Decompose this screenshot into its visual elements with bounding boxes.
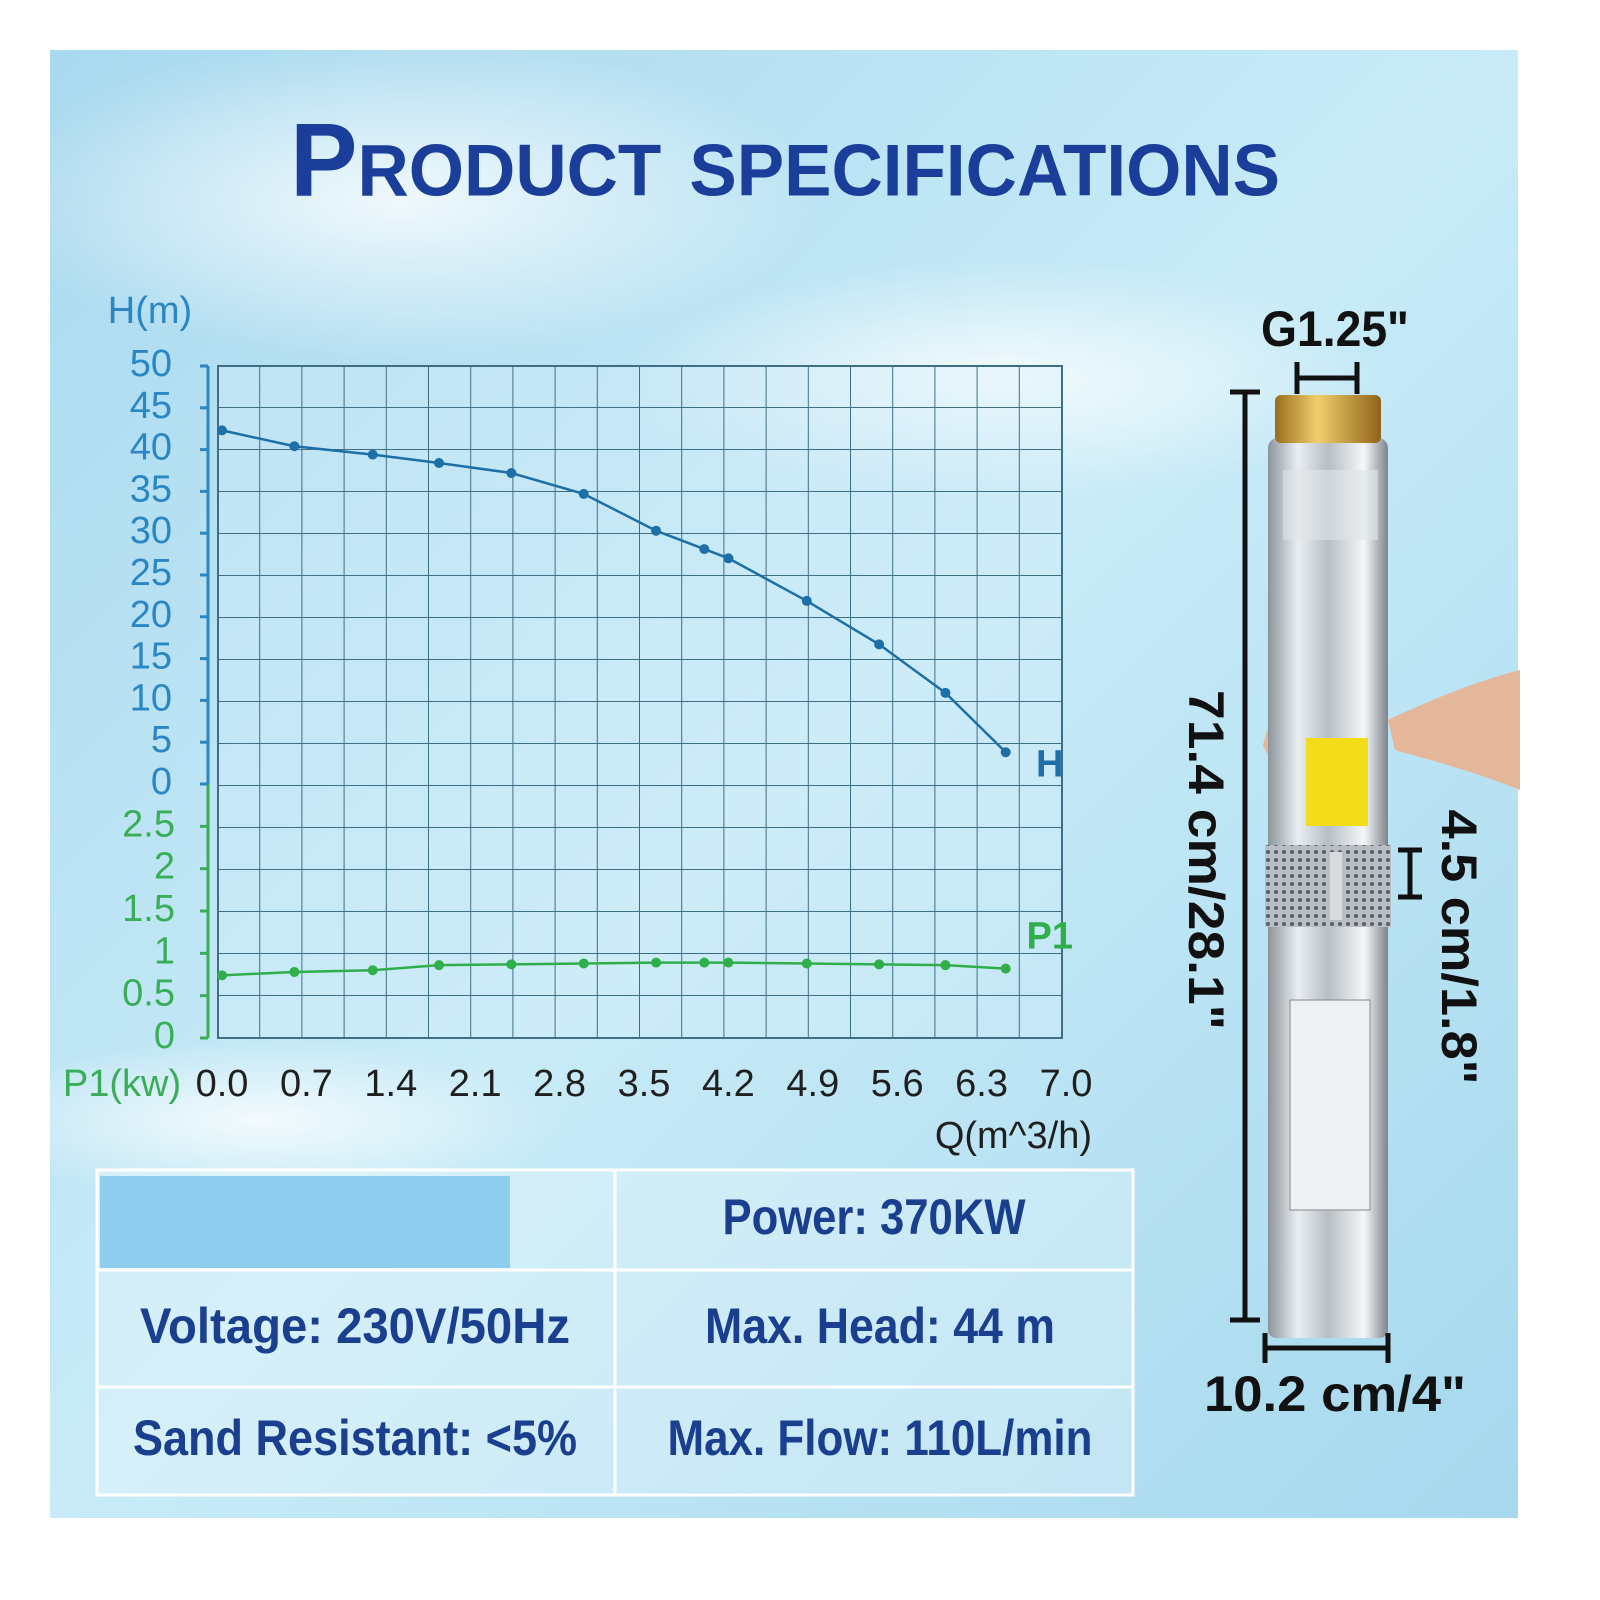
- y2-tick-label: 2.5: [122, 803, 175, 845]
- pump-illustration: [1263, 395, 1520, 1338]
- data-point: [578, 488, 589, 499]
- motor-label: [1289, 999, 1371, 1211]
- x-tick-label: 4.2: [702, 1063, 755, 1105]
- x-tick-label: 2.1: [449, 1063, 502, 1105]
- data-point: [874, 959, 885, 970]
- table-cell: Voltage: 230V/50Hz: [140, 1298, 570, 1354]
- pump-intake: [1265, 845, 1391, 927]
- x-tick-label: 0.0: [196, 1063, 249, 1105]
- intake-height: 4.5 cm/1.8": [1431, 810, 1487, 1085]
- data-point: [940, 687, 951, 698]
- chart: H(m) P1(kw) Q(m^3/h) 0510152025303540455…: [63, 290, 1093, 1157]
- data-point: [434, 457, 445, 468]
- y-tick-label: 5: [151, 719, 172, 761]
- y-tick-label: 40: [130, 427, 172, 469]
- y-tick-label: 0: [151, 761, 172, 803]
- cable-guard: [1330, 852, 1342, 920]
- y-axis-label: H(m): [108, 290, 192, 332]
- dimension-line: [1294, 362, 1360, 394]
- dimension-line: [1262, 1333, 1391, 1363]
- table-cell: Max. Flow: 110L/min: [668, 1410, 1093, 1466]
- data-point: [940, 960, 951, 971]
- x-tick-label: 6.3: [955, 1063, 1008, 1105]
- data-point: [801, 595, 812, 606]
- y2-tick-label: 2: [154, 846, 175, 888]
- pump-outlet: [1275, 395, 1381, 443]
- y2-axis-label: P1(kw): [63, 1063, 181, 1105]
- outlet-size: G1.25": [1261, 301, 1409, 357]
- dimension-line: [1398, 847, 1422, 900]
- y-tick-label: 25: [130, 552, 172, 594]
- dimensions: G1.25" 71.4 cm/28.1" 4.5 cm/1.8" 10.2 cm…: [1178, 301, 1487, 1422]
- data-point: [699, 544, 710, 555]
- data-point: [217, 425, 227, 436]
- data-point: [367, 449, 378, 460]
- y2-tick-label: 0.5: [122, 973, 175, 1015]
- data-point: [801, 958, 812, 969]
- pump-height: 71.4 cm/28.1": [1178, 690, 1234, 1030]
- y-tick-label: 15: [130, 636, 172, 678]
- data-point: [1000, 747, 1011, 758]
- y2-tick-label: 1.5: [122, 888, 175, 930]
- data-point: [723, 553, 734, 564]
- foam: [0, 1040, 560, 1200]
- hand: [1388, 670, 1520, 790]
- y2-tick-label: 0: [154, 1015, 175, 1057]
- y-tick-label: 35: [130, 468, 172, 510]
- y-tick-label: 30: [130, 510, 172, 552]
- data-point: [578, 958, 589, 969]
- table-cell: Sand Resistant: <5%: [133, 1410, 577, 1466]
- x-axis-label: Q(m^3/h): [935, 1115, 1092, 1157]
- y-tick-label: 50: [130, 343, 172, 385]
- page-title: Product specifications: [290, 102, 1280, 218]
- table-cell: Max. Head: 44 m: [705, 1298, 1055, 1354]
- data-point: [506, 959, 517, 970]
- data-point: [289, 441, 300, 452]
- data-point: [289, 966, 300, 977]
- data-point: [434, 960, 445, 971]
- y-tick-label: 20: [130, 594, 172, 636]
- x-tick-label: 4.9: [786, 1063, 839, 1105]
- y2-tick-label: 1: [154, 930, 175, 972]
- y-tick-label: 45: [130, 385, 172, 427]
- data-point: [874, 639, 885, 650]
- x-tick-label: 7.0: [1040, 1063, 1093, 1105]
- x-tick-label: 2.8: [533, 1063, 586, 1105]
- warning-label: [1306, 738, 1368, 826]
- plot-grid: [217, 365, 1063, 1039]
- data-point: [1000, 963, 1011, 974]
- pump-label: [1283, 470, 1378, 540]
- data-point: [651, 957, 662, 968]
- series-label: P1: [1026, 916, 1072, 958]
- data-point: [217, 970, 227, 981]
- data-point: [699, 957, 710, 968]
- data-point: [651, 525, 662, 536]
- data-point: [723, 957, 734, 968]
- data-point: [506, 468, 517, 479]
- x-tick-label: 3.5: [618, 1063, 671, 1105]
- series-label: H: [1036, 743, 1063, 785]
- x-tick-label: 1.4: [364, 1063, 417, 1105]
- spec-table: Power: 370KW Voltage: 230V/50Hz Max. Hea…: [95, 1168, 1135, 1497]
- dimension-line: [1230, 389, 1260, 1323]
- blank-cell: [100, 1176, 510, 1268]
- foam: [0, 40, 820, 360]
- x-tick-label: 5.6: [871, 1063, 924, 1105]
- pump-diameter: 10.2 cm/4": [1204, 1366, 1466, 1422]
- table-cell: Power: 370KW: [723, 1189, 1027, 1245]
- data-point: [367, 965, 378, 976]
- y-tick-label: 10: [130, 677, 172, 719]
- x-tick-label: 0.7: [280, 1063, 333, 1105]
